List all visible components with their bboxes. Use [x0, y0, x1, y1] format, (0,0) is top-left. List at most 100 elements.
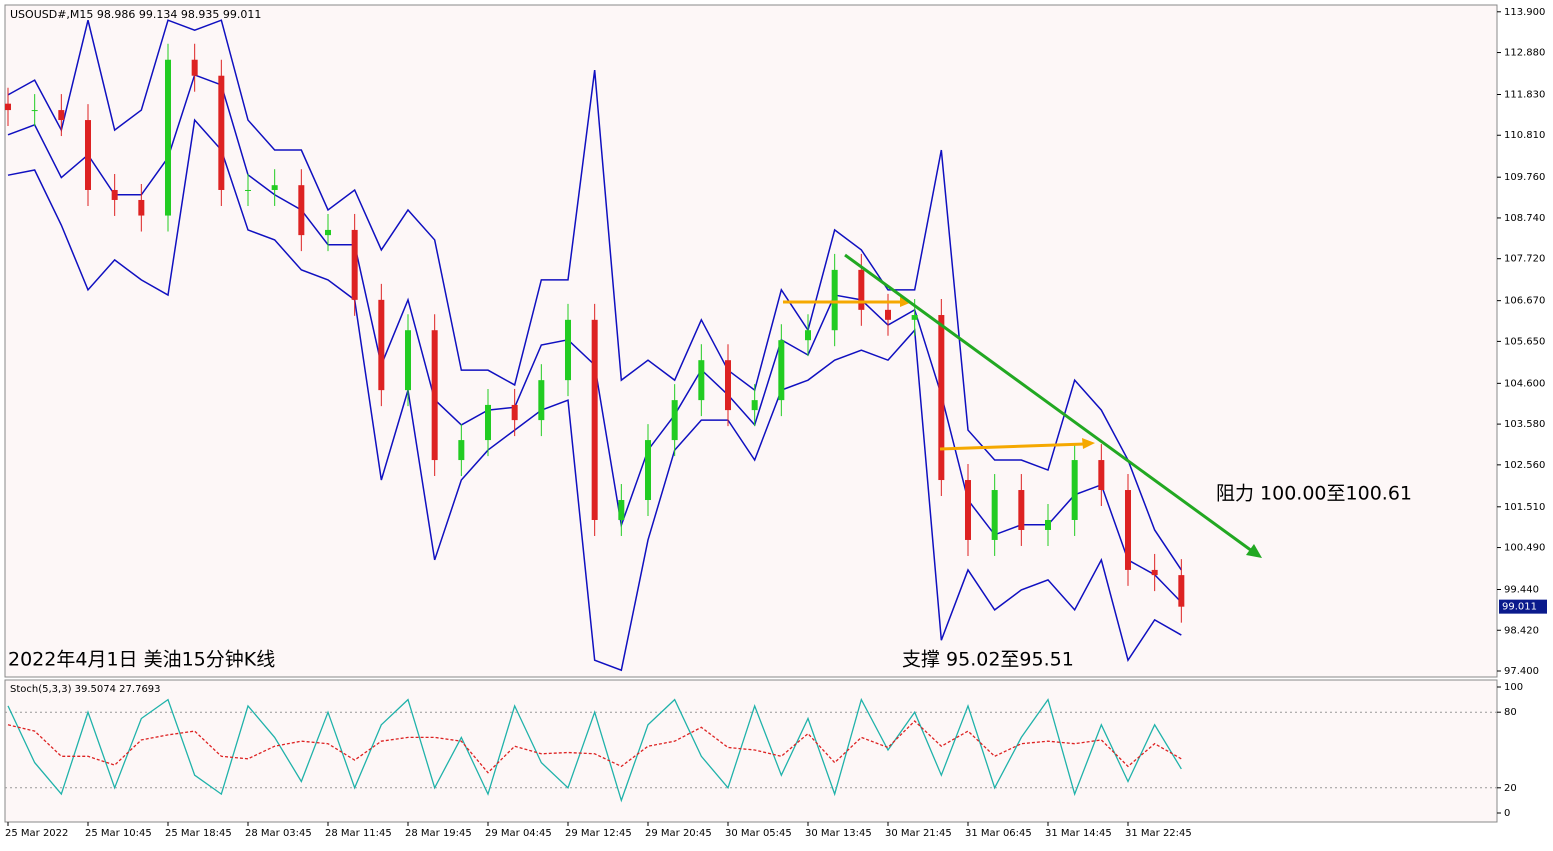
candle-body: [1151, 569, 1158, 576]
stoch-panel: [4, 679, 1498, 823]
y-tick-label: 104.600: [1504, 378, 1545, 389]
candle-body: [885, 309, 891, 320]
candle-body: [911, 315, 918, 320]
candle-body: [965, 480, 971, 540]
y-tick-label: 80: [1504, 707, 1517, 718]
candle-body: [138, 199, 145, 216]
y-tick-label: 101.510: [1504, 502, 1545, 513]
y-tick-label: 98.420: [1504, 625, 1539, 636]
candle-body: [511, 404, 518, 421]
x-tick-label: 30 Mar 05:45: [725, 828, 792, 839]
candle-body: [591, 319, 598, 520]
candle-body: [645, 440, 651, 501]
candle-body: [431, 330, 438, 461]
candle-body: [805, 330, 811, 341]
x-tick-label: 28 Mar 11:45: [325, 828, 392, 839]
candle-body: [698, 360, 705, 401]
candle-body: [1098, 460, 1105, 491]
x-tick-label: 30 Mar 13:45: [805, 828, 872, 839]
candle-body: [618, 500, 625, 520]
candle-body: [671, 400, 678, 441]
candle-body: [725, 360, 731, 411]
x-tick-label: 31 Mar 06:45: [965, 828, 1032, 839]
candle-body: [111, 189, 118, 200]
candle-body: [405, 330, 411, 391]
price-panel: [4, 4, 1498, 678]
candle-body: [218, 75, 225, 190]
candle-body: [1178, 575, 1185, 607]
candle-body: [831, 269, 838, 331]
candle-body: [991, 490, 998, 540]
y-tick-label: 100.490: [1504, 543, 1545, 554]
x-tick-label: 28 Mar 19:45: [405, 828, 472, 839]
y-tick-label: 109.760: [1504, 172, 1545, 183]
y-tick-label: 113.900: [1504, 7, 1545, 18]
y-tick-label: 105.650: [1504, 336, 1545, 347]
candle-body: [85, 120, 91, 190]
y-tick-label: 112.880: [1504, 48, 1545, 59]
y-tick-label: 102.560: [1504, 460, 1545, 471]
x-tick-label: 25 Mar 2022: [5, 828, 68, 839]
candle-body: [58, 110, 65, 121]
y-tick-label: 0: [1504, 808, 1510, 819]
candle-body: [5, 103, 11, 111]
arrowhead: [1082, 438, 1095, 449]
candle-body: [351, 229, 358, 300]
candle-body: [858, 269, 865, 310]
stoch-line: [7, 697, 1182, 803]
candle-body: [565, 319, 571, 381]
y-tick-label: 100: [1504, 682, 1523, 693]
candle-body: [245, 189, 251, 191]
candle-body: [271, 185, 278, 190]
candle-body: [325, 229, 331, 236]
x-tick-label: 31 Mar 22:45: [1125, 828, 1192, 839]
bollinger-band: [7, 118, 1182, 672]
x-tick-label: 29 Mar 20:45: [645, 828, 712, 839]
candle-body: [378, 299, 385, 391]
price-tag-label: 99.011: [1502, 602, 1537, 613]
y-tick-label: 20: [1504, 783, 1517, 794]
candle-body: [458, 440, 465, 461]
x-tick-label: 29 Mar 12:45: [565, 828, 632, 839]
candle-body: [298, 185, 305, 236]
candle-body: [31, 110, 38, 112]
stoch-header: Stoch(5,3,3) 39.5074 27.7693: [10, 684, 161, 695]
stoch-line: [7, 720, 1182, 774]
y-tick-label: 110.810: [1504, 130, 1545, 141]
candle-body: [191, 59, 198, 76]
x-tick-label: 25 Mar 18:45: [165, 828, 232, 839]
x-tick-label: 29 Mar 04:45: [485, 828, 552, 839]
y-tick-label: 111.830: [1504, 89, 1545, 100]
annotation: 2022年4月1日 美油15分钟K线: [8, 649, 275, 671]
candle-body: [751, 400, 758, 411]
candle-body: [1071, 460, 1078, 520]
candle-body: [1018, 490, 1025, 530]
y-tick-label: 99.440: [1504, 585, 1539, 596]
arrow: [939, 442, 1086, 451]
y-tick-label: 107.720: [1504, 254, 1545, 265]
x-tick-label: 25 Mar 10:45: [85, 828, 152, 839]
arrowhead: [900, 297, 912, 307]
candle-body: [938, 315, 945, 481]
candle-body: [485, 404, 491, 441]
arrowhead: [1246, 544, 1262, 558]
y-tick-label: 97.400: [1504, 666, 1539, 677]
candle-body: [778, 340, 785, 401]
price-tag: [1499, 599, 1547, 614]
x-tick-label: 30 Mar 21:45: [885, 828, 952, 839]
candle-body: [538, 380, 545, 421]
candle-body: [1125, 490, 1131, 570]
x-tick-label: 31 Mar 14:45: [1045, 828, 1112, 839]
annotation: 支撑 95.02至95.51: [902, 649, 1074, 671]
y-tick-label: 106.670: [1504, 296, 1545, 307]
trend-line: [844, 253, 1253, 553]
candle-body: [1045, 519, 1051, 530]
y-tick-label: 103.580: [1504, 419, 1545, 430]
annotation: 阻力 100.00至100.61: [1216, 483, 1412, 505]
bollinger-band: [7, 19, 1182, 571]
y-tick-label: 108.740: [1504, 213, 1545, 224]
symbol-header: USOUSD#,M15 98.986 99.134 98.935 99.011: [10, 8, 261, 21]
candle-body: [165, 59, 171, 216]
